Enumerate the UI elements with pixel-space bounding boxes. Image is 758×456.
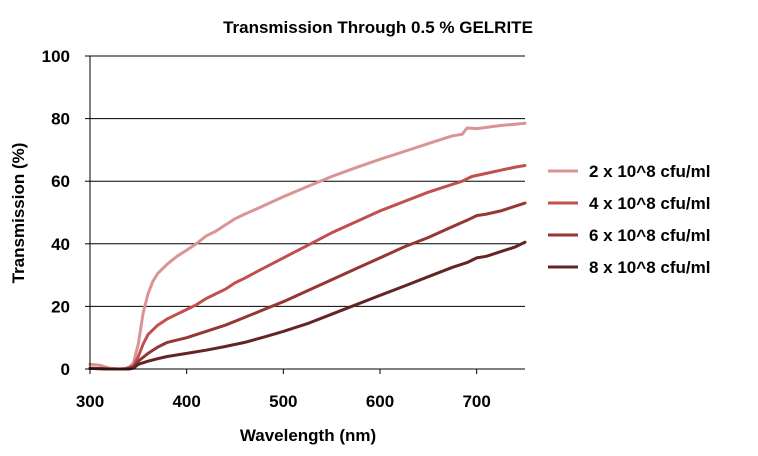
tick-labels: 0 20 40 60 80 100 300 400 500 600 700 (42, 47, 491, 411)
y-tick-label: 100 (42, 47, 70, 66)
legend-label-1: 2 x 10^8 cfu/ml (589, 162, 710, 181)
series-line-4 (88, 240, 527, 371)
y-tick-label: 40 (51, 235, 70, 254)
legend: 2 x 10^8 cfu/ml 4 x 10^8 cfu/ml 6 x 10^8 c… (548, 162, 710, 277)
legend-label-2: 4 x 10^8 cfu/ml (589, 194, 710, 213)
x-tick-label: 500 (269, 392, 297, 411)
series-lines (88, 121, 527, 371)
chart-title: Transmission Through 0.5 % GELRITE (223, 18, 533, 37)
series-line-2 (88, 164, 527, 371)
y-tick-label: 20 (51, 297, 70, 316)
series-line-3 (88, 201, 527, 371)
y-tick-label: 0 (61, 360, 70, 379)
y-tick-label: 80 (51, 110, 70, 129)
gridlines (90, 55, 525, 307)
legend-label-3: 6 x 10^8 cfu/ml (589, 226, 710, 245)
x-tick-label: 400 (172, 392, 200, 411)
x-tick-label: 300 (76, 392, 104, 411)
y-axis-label: Transmission (%) (9, 143, 28, 284)
y-tick-label: 60 (51, 172, 70, 191)
axes (85, 55, 525, 374)
x-tick-label: 600 (366, 392, 394, 411)
x-axis-label: Wavelength (nm) (240, 426, 376, 445)
x-tick-label: 700 (462, 392, 490, 411)
series-line-1 (88, 121, 527, 371)
legend-label-4: 8 x 10^8 cfu/ml (589, 258, 710, 277)
